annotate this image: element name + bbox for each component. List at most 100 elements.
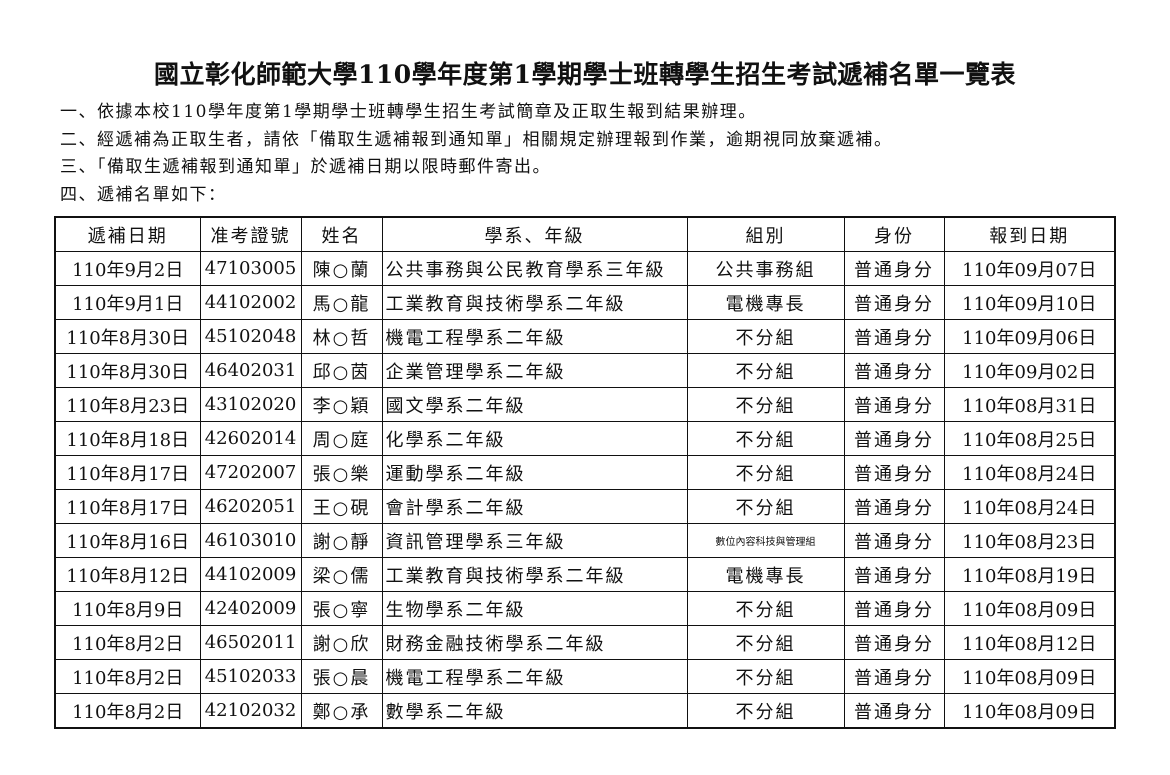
cell-department: 資訊管理學系三年級	[381, 523, 688, 558]
substitution-list-table: 遞補日期 准考證號 姓名 學系、年級 組別 身份 報到日期 110年9月2日 47…	[54, 216, 1116, 729]
table-row: 110年8月30日 45102048 林○哲 機電工程學系二年級 不分組 普通身分 110年…	[54, 319, 1116, 354]
cell-date: 110年8月12日	[54, 557, 201, 592]
cell-department: 生物學系二年級	[381, 591, 688, 626]
cell-department: 企業管理學系二年級	[381, 353, 688, 388]
header-group: 組別	[686, 216, 845, 252]
cell-department: 運動學系二年級	[381, 455, 688, 490]
cell-exam-number: 46103010	[199, 523, 302, 558]
table-row: 110年8月2日 42102032 鄭○承 數學系二年級 不分組 普通身分 110年08月0…	[54, 693, 1116, 729]
table-row: 110年8月16日 46103010 謝○靜 資訊管理學系三年級 數位內容科技與管理組普…	[54, 523, 1116, 558]
header-date: 遞補日期	[54, 216, 201, 252]
cell-report-date: 110年08月19日	[943, 557, 1116, 592]
cell-date: 110年8月9日	[54, 591, 201, 626]
cell-name: 陳○蘭	[300, 251, 383, 286]
cell-report-date: 110年08月09日	[943, 659, 1116, 694]
cell-report-date: 110年08月23日	[943, 523, 1116, 558]
cell-group: 數位內容科技與管理組	[686, 523, 845, 558]
cell-date: 110年8月2日	[54, 625, 201, 660]
cell-identity: 普通身分	[843, 693, 945, 729]
cell-group: 不分組	[686, 625, 845, 660]
note-3: 三、「備取生遞補報到通知單」於遞補日期以限時郵件寄出。	[60, 157, 551, 177]
cell-group: 不分組	[686, 489, 845, 524]
cell-department: 工業教育與技術學系二年級	[381, 285, 688, 320]
cell-name: 林○哲	[300, 319, 383, 354]
cell-name: 鄭○承	[300, 693, 383, 729]
cell-group: 電機專長	[686, 285, 845, 320]
cell-date: 110年8月2日	[54, 693, 201, 729]
cell-date: 110年9月1日	[54, 285, 201, 320]
cell-name: 張○寧	[300, 591, 383, 626]
cell-identity: 普通身分	[843, 455, 945, 490]
cell-exam-number: 42102032	[199, 693, 302, 729]
note-2: 二、經遞補為正取生者，請依「備取生遞補報到通知單」相關規定辦理報到作業，逾期視同…	[60, 129, 893, 150]
cell-group: 不分組	[686, 319, 845, 354]
cell-report-date: 110年09月10日	[943, 285, 1116, 320]
cell-report-date: 110年09月07日	[943, 251, 1116, 286]
cell-group: 不分組	[686, 353, 845, 388]
cell-report-date: 110年08月25日	[943, 421, 1116, 456]
table-row: 110年9月2日 47103005 陳○蘭 公共事務與公民教育學系三年級 公共事務組 普通…	[54, 251, 1116, 286]
cell-group: 不分組	[686, 387, 845, 422]
header-name: 姓名	[300, 216, 383, 252]
cell-report-date: 110年08月24日	[943, 489, 1116, 524]
cell-date: 110年8月17日	[54, 489, 201, 524]
table-row: 110年9月1日 44102002 馬○龍 工業教育與技術學系二年級 電機專長 普通身分 1…	[54, 285, 1116, 320]
table-row: 110年8月17日 46202051 王○硯 會計學系二年級 不分組 普通身分 110年08…	[54, 489, 1116, 524]
table-row: 110年8月18日 42602014 周○庭 化學系二年級 不分組 普通身分 110年08月…	[54, 421, 1116, 456]
cell-identity: 普通身分	[843, 421, 945, 456]
table-row: 110年8月2日 46502011 謝○欣 財務金融技術學系二年級 不分組 普通身分 110…	[54, 625, 1116, 660]
cell-report-date: 110年08月31日	[943, 387, 1116, 422]
cell-name: 周○庭	[300, 421, 383, 456]
cell-exam-number: 47202007	[199, 455, 302, 490]
notes: 一、依據本校110學年度第1學期學士班轉學生招生考試簡章及正取生報到結果辦理。 …	[60, 99, 893, 209]
cell-exam-number: 45102048	[199, 319, 302, 354]
cell-name: 李○穎	[300, 387, 383, 422]
header-exam-number: 准考證號	[199, 216, 302, 252]
cell-date: 110年8月30日	[54, 353, 201, 388]
cell-department: 工業教育與技術學系二年級	[381, 557, 688, 592]
cell-department: 化學系二年級	[381, 421, 688, 456]
cell-identity: 普通身分	[843, 557, 945, 592]
cell-exam-number: 45102033	[199, 659, 302, 694]
table-row: 110年8月17日 47202007 張○樂 運動學系二年級 不分組 普通身分 110年08…	[54, 455, 1116, 490]
cell-department: 機電工程學系二年級	[381, 659, 688, 694]
table-row: 110年8月30日 46402031 邱○茵 企業管理學系二年級 不分組 普通身分 110年…	[54, 353, 1116, 388]
table-row: 110年8月12日 44102009 梁○儒 工業教育與技術學系二年級 電機專長 普通身分…	[54, 557, 1116, 592]
table-row: 110年8月9日 42402009 張○寧 生物學系二年級 不分組 普通身分 110年08月…	[54, 591, 1116, 626]
cell-name: 馬○龍	[300, 285, 383, 320]
cell-identity: 普通身分	[843, 489, 945, 524]
cell-identity: 普通身分	[843, 523, 945, 558]
cell-name: 梁○儒	[300, 557, 383, 592]
cell-department: 國文學系二年級	[381, 387, 688, 422]
cell-name: 謝○欣	[300, 625, 383, 660]
header-department: 學系、年級	[381, 216, 688, 252]
cell-group: 不分組	[686, 659, 845, 694]
cell-date: 110年8月2日	[54, 659, 201, 694]
cell-exam-number: 44102002	[199, 285, 302, 320]
cell-name: 王○硯	[300, 489, 383, 524]
cell-date: 110年9月2日	[54, 251, 201, 286]
header-report-date: 報到日期	[943, 216, 1116, 252]
cell-exam-number: 46402031	[199, 353, 302, 388]
cell-name: 張○晨	[300, 659, 383, 694]
table-header-row: 遞補日期 准考證號 姓名 學系、年級 組別 身份 報到日期	[54, 216, 1116, 252]
cell-date: 110年8月17日	[54, 455, 201, 490]
cell-group: 不分組	[686, 421, 845, 456]
cell-report-date: 110年09月02日	[943, 353, 1116, 388]
cell-report-date: 110年08月24日	[943, 455, 1116, 490]
cell-identity: 普通身分	[843, 625, 945, 660]
cell-identity: 普通身分	[843, 387, 945, 422]
cell-report-date: 110年09月06日	[943, 319, 1116, 354]
header-identity: 身份	[843, 216, 945, 252]
cell-exam-number: 44102009	[199, 557, 302, 592]
note-1: 一、依據本校110學年度第1學期學士班轉學生招生考試簡章及正取生報到結果辦理。	[60, 102, 757, 122]
document-title: 國立彰化師範大學110學年度第1學期學士班轉學生招生考試遞補名單一覽表	[153, 60, 1017, 89]
cell-identity: 普通身分	[843, 353, 945, 388]
cell-identity: 普通身分	[843, 591, 945, 626]
cell-identity: 普通身分	[843, 319, 945, 354]
cell-exam-number: 43102020	[199, 387, 302, 422]
cell-date: 110年8月16日	[54, 523, 201, 558]
cell-identity: 普通身分	[843, 659, 945, 694]
cell-exam-number: 42402009	[199, 591, 302, 626]
cell-identity: 普通身分	[843, 285, 945, 320]
